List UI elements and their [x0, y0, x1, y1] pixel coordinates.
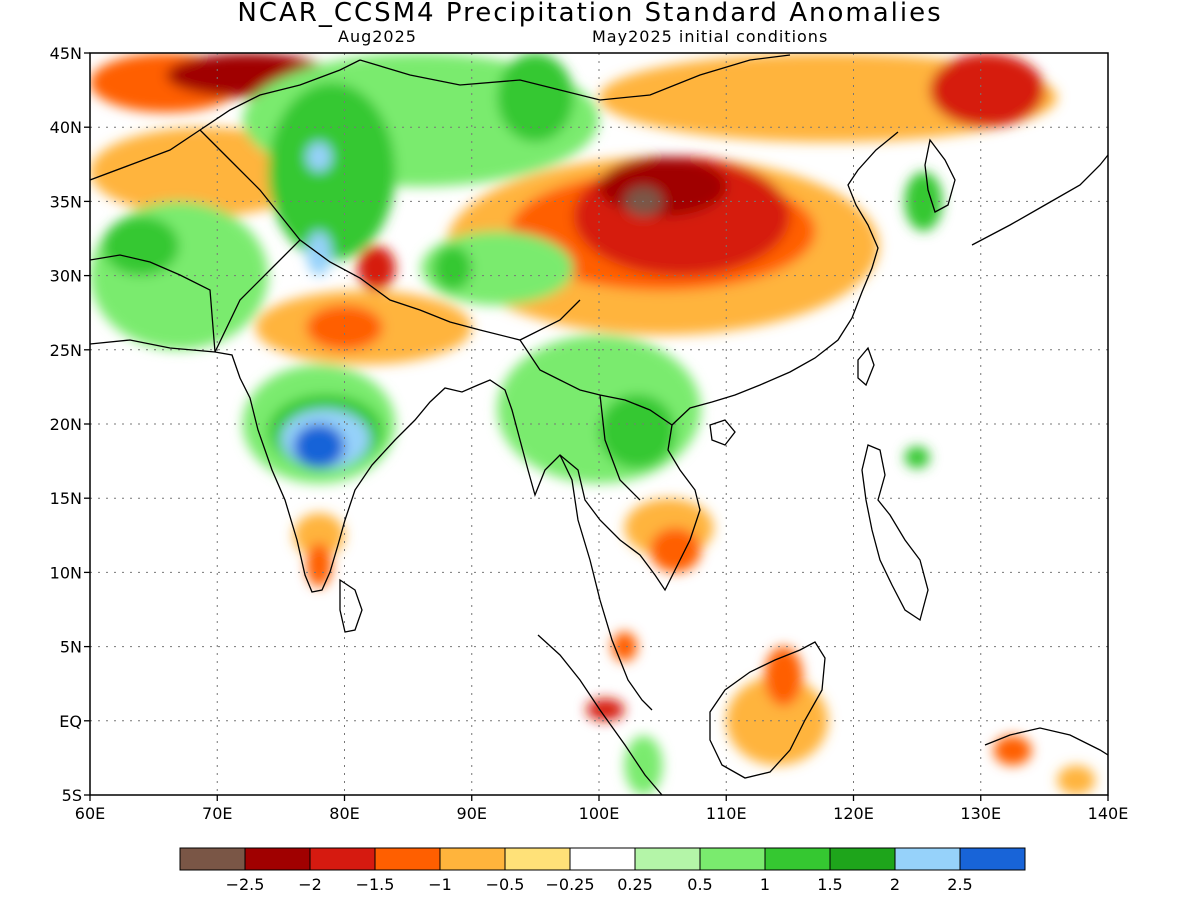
coastlines-and-borders [90, 54, 1108, 795]
lon-tick-label: 130E [960, 804, 1001, 823]
colorbar-swatch [634, 847, 701, 871]
colorbar-swatch [569, 847, 636, 871]
lon-tick-label: 120E [833, 804, 874, 823]
colorbar-label: −2.5 [226, 875, 265, 894]
colorbar-legend: −2.5 −2 −1.5 −1 −0.5 −0.25 0.25 0.5 1 1.5 2 2.5 [179, 847, 1026, 894]
colorbar-swatch [829, 847, 896, 871]
anomaly-patch-4 [102, 216, 180, 276]
lat-tick-label: 10N [50, 563, 82, 582]
colorbar-label: −0.5 [486, 875, 525, 894]
colorbar-swatch [894, 847, 961, 871]
colorbar-swatch [504, 847, 571, 871]
border-central-asia [90, 59, 361, 241]
anomaly-patch-34 [726, 676, 829, 766]
coastline-malay [559, 454, 653, 711]
coastline-new-guinea [984, 727, 1108, 756]
anomaly-patch-8 [306, 142, 332, 172]
colorbar-label: −1 [428, 875, 452, 894]
anomaly-patch-37 [1057, 765, 1096, 795]
border-west [90, 254, 216, 353]
anomaly-patch-11 [929, 53, 1045, 128]
anomaly-patch-6 [268, 82, 396, 261]
border-indochina [519, 339, 673, 501]
colorbar-label: 0.25 [617, 875, 653, 894]
anomaly-patch-35 [764, 646, 803, 706]
coastline-sumatra [537, 634, 663, 795]
colorbar-swatch [374, 847, 441, 871]
colorbar-label: −1.5 [356, 875, 395, 894]
lat-tick-label: 5N [60, 638, 82, 657]
coastline-borneo [709, 641, 826, 779]
coastline-arabian-india [90, 131, 899, 593]
colorbar-swatch [179, 847, 246, 871]
lat-tick-label: 30N [50, 267, 82, 286]
lat-tick-label: 45N [50, 44, 82, 63]
colorbar-label: 1 [760, 875, 770, 894]
coastline-korea-japan [924, 138, 1108, 246]
colorbar-swatch [764, 847, 831, 871]
forecast-month: Aug2025 [338, 27, 417, 46]
anomaly-patch-31 [611, 631, 638, 662]
colorbar-swatch [439, 847, 506, 871]
lat-tick-label: 20N [50, 415, 82, 434]
colorbar-swatch [309, 847, 376, 871]
map-title: NCAR_CCSM4 Precipitation Standard Anomal… [237, 0, 943, 28]
anomaly-patch-17 [433, 245, 472, 291]
colorbar-label: −0.25 [545, 875, 594, 894]
anomaly-patch-29 [293, 513, 345, 558]
lon-tick-label: 110E [706, 804, 747, 823]
lat-tick-label: 25N [50, 341, 82, 360]
lat-tick-label: 40N [50, 118, 82, 137]
anomaly-patch-24 [293, 424, 345, 469]
coastline-hainan [709, 419, 736, 446]
anomaly-patch-20 [306, 305, 383, 350]
lon-tick-label: 90E [457, 804, 487, 823]
border-mongolia-china [359, 54, 791, 101]
graticule [90, 53, 1108, 795]
anomaly-patch-28 [649, 527, 701, 573]
anomaly-patch-30 [306, 542, 332, 588]
lon-tick-label: 80E [329, 804, 359, 823]
lon-tick-label: 140E [1088, 804, 1129, 823]
lat-tick-label: 15N [50, 489, 82, 508]
anomaly-patch-7 [497, 53, 574, 143]
colorbar-label: 2.5 [947, 875, 972, 894]
lon-tick-label: 60E [75, 804, 105, 823]
coastline-taiwan [857, 346, 875, 387]
lat-tick-label: 35N [50, 192, 82, 211]
coastline-sri-lanka [339, 578, 363, 633]
lon-tick-label: 100E [579, 804, 620, 823]
longitude-axis: 60E 70E 80E 90E 100E 110E 120E 130E 140E [75, 795, 1129, 823]
latitude-axis: 45N 40N 35N 30N 25N 20N 15N 10N 5N EQ 5S [50, 44, 90, 805]
anomaly-patch-38 [904, 446, 930, 469]
anomaly-patch-15 [599, 156, 727, 217]
coastline-philippines [861, 444, 929, 622]
anomaly-patch-33 [624, 735, 663, 795]
colorbar-label: 0.5 [687, 875, 712, 894]
anomaly-patch-26 [599, 394, 676, 469]
lat-tick-label: EQ [59, 712, 82, 731]
colorbar-label: 1.5 [817, 875, 842, 894]
initial-conditions: May2025 initial conditions [592, 27, 829, 46]
colorbar-swatch [699, 847, 766, 871]
anomaly-patch-18 [357, 245, 396, 291]
colorbar-label: 2 [890, 875, 900, 894]
colorbar-swatch [244, 847, 311, 871]
colorbar-label: −2 [298, 875, 322, 894]
anomaly-patch-36 [993, 735, 1032, 766]
lon-tick-label: 70E [202, 804, 232, 823]
colorbar-swatch [959, 847, 1026, 871]
lat-tick-label: 5S [62, 786, 82, 805]
